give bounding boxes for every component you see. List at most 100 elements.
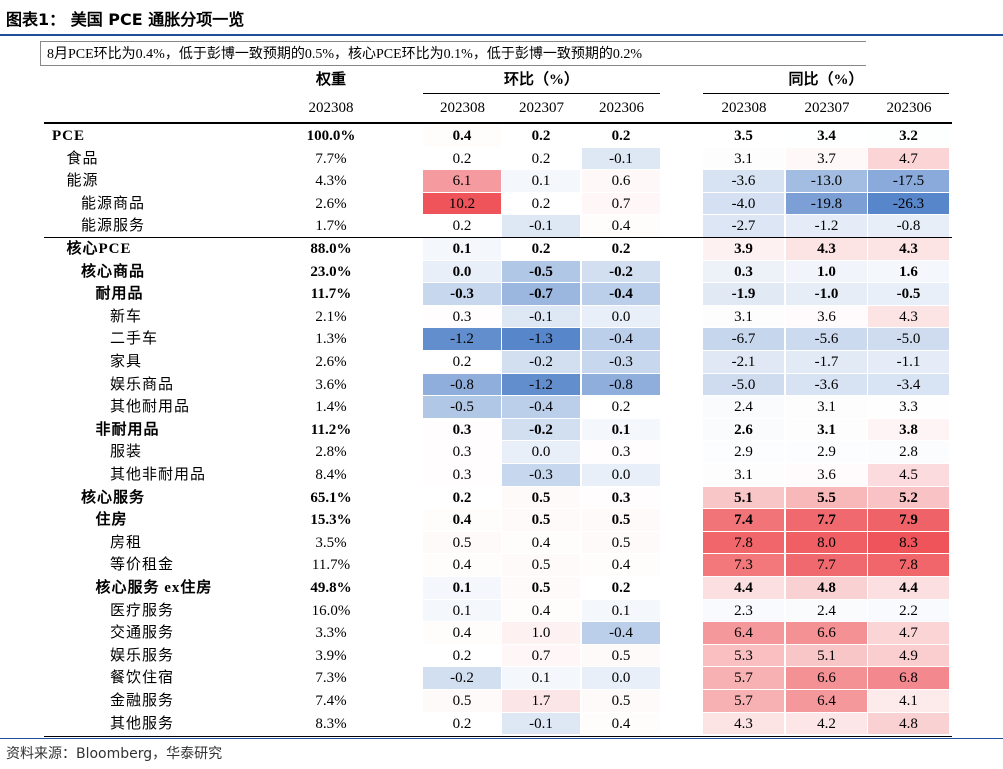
mom-cell: 0.2 bbox=[582, 125, 660, 147]
yoy-cell: -3.6 bbox=[786, 373, 867, 396]
weight-cell: 3.5% bbox=[315, 534, 347, 551]
mom-cell: 0.2 bbox=[502, 147, 580, 170]
yoy-cell: 3.6 bbox=[786, 305, 867, 328]
row-label: 新车 bbox=[110, 308, 143, 325]
yoy-cell: 3.1 bbox=[786, 396, 867, 418]
mom-cell: -0.2 bbox=[502, 351, 580, 373]
yoy-cell: 4.7 bbox=[868, 147, 949, 170]
mom-cell: 0.2 bbox=[502, 125, 580, 147]
mom-cell: 0.7 bbox=[582, 192, 660, 215]
mom-cell: -0.1 bbox=[502, 215, 580, 237]
yoy-cell: 4.4 bbox=[868, 577, 949, 599]
column-date: 202308 bbox=[721, 100, 767, 116]
mom-cell: 0.2 bbox=[423, 486, 501, 509]
header-rule bbox=[423, 93, 660, 94]
mom-cell: 0.5 bbox=[582, 644, 660, 667]
yoy-cell: 8.0 bbox=[786, 531, 867, 554]
mom-cell: 0.4 bbox=[582, 554, 660, 576]
yoy-cell: 6.6 bbox=[786, 622, 867, 644]
mom-cell: 0.3 bbox=[582, 486, 660, 509]
row-label: 娱乐服务 bbox=[110, 647, 175, 664]
yoy-cell: -1.0 bbox=[786, 283, 867, 305]
weight-cell: 1.3% bbox=[315, 331, 347, 348]
yoy-cell: -0.5 bbox=[868, 283, 949, 305]
table-rule bbox=[44, 122, 952, 124]
yoy-cell: 3.6 bbox=[786, 464, 867, 486]
mom-cell: 10.2 bbox=[423, 192, 501, 215]
weight-cell: 11.2% bbox=[310, 421, 352, 438]
yoy-cell: 6.8 bbox=[868, 667, 949, 689]
yoy-cell: 5.1 bbox=[786, 644, 867, 667]
yoy-cell: -17.5 bbox=[868, 170, 949, 192]
row-label: 其他非耐用品 bbox=[110, 467, 207, 483]
mom-cell: 0.2 bbox=[423, 351, 501, 373]
mom-cell: 0.6 bbox=[582, 170, 660, 192]
column-date: 202306 bbox=[599, 100, 644, 116]
mom-cell: 0.0 bbox=[582, 667, 660, 689]
row-label: 金融服务 bbox=[110, 693, 175, 709]
weight-cell: 4.3% bbox=[315, 173, 347, 190]
mom-cell: -0.2 bbox=[423, 667, 501, 689]
weight-cell: 16.0% bbox=[311, 602, 351, 619]
row-label: 娱乐商品 bbox=[110, 376, 175, 393]
yoy-cell: 4.3 bbox=[868, 238, 949, 260]
weight-cell: 1.7% bbox=[315, 218, 347, 235]
note: 8月PCE环比为0.4%，低于彭博一致预期的0.5%，核心PCE环比为0.1%，… bbox=[40, 41, 866, 66]
mom-cell: -0.1 bbox=[502, 305, 580, 328]
mom-cell: -1.3 bbox=[502, 328, 580, 350]
row-label: 房租 bbox=[110, 534, 143, 551]
weight-cell: 49.8% bbox=[310, 580, 352, 596]
mom-cell: 0.5 bbox=[502, 486, 580, 509]
mom-cell: 0.3 bbox=[423, 418, 501, 441]
row-label: 耐用品 bbox=[95, 286, 144, 303]
header-rule bbox=[703, 93, 949, 94]
mom-cell: 0.1 bbox=[502, 170, 580, 192]
yoy-cell: 2.2 bbox=[868, 599, 949, 622]
mom-cell: 1.0 bbox=[502, 622, 580, 644]
mom-cell: 0.4 bbox=[423, 622, 501, 644]
yoy-cell: -5.0 bbox=[868, 328, 949, 350]
yoy-cell: 3.9 bbox=[703, 238, 784, 260]
mom-cell: -1.2 bbox=[502, 373, 580, 396]
yoy-cell: -5.6 bbox=[786, 328, 867, 350]
yoy-cell: 4.3 bbox=[868, 305, 949, 328]
weight-cell: 3.9% bbox=[315, 647, 347, 664]
yoy-cell: 7.8 bbox=[703, 531, 784, 554]
mom-cell: -0.2 bbox=[582, 260, 660, 283]
mom-cell: 0.7 bbox=[502, 644, 580, 667]
mom-cell: -0.4 bbox=[582, 283, 660, 305]
mom-cell: 0.5 bbox=[502, 509, 580, 531]
row-label: 核心服务 bbox=[81, 489, 146, 506]
weight-cell: 2.8% bbox=[315, 444, 347, 461]
mom-cell: 0.1 bbox=[423, 577, 501, 599]
yoy-cell: 3.1 bbox=[703, 464, 784, 486]
mom-cell: 0.2 bbox=[423, 712, 501, 735]
mom-cell: 0.4 bbox=[423, 125, 501, 147]
yoy-cell: 4.8 bbox=[868, 712, 949, 735]
mom-cell: -0.8 bbox=[423, 373, 501, 396]
weight-cell: 11.7% bbox=[311, 557, 351, 574]
yoy-cell: 4.5 bbox=[868, 464, 949, 486]
title-rule bbox=[0, 34, 1003, 36]
mom-cell: 0.1 bbox=[423, 599, 501, 622]
weight-cell: 23.0% bbox=[310, 263, 352, 280]
yoy-cell: 4.1 bbox=[868, 690, 949, 712]
row-label: 能源 bbox=[66, 173, 99, 190]
yoy-cell: 4.2 bbox=[786, 712, 867, 735]
mom-cell: 0.2 bbox=[423, 147, 501, 170]
mom-cell: -0.2 bbox=[502, 418, 580, 441]
yoy-cell: -19.8 bbox=[786, 192, 867, 215]
yoy-cell: 2.8 bbox=[868, 441, 949, 463]
yoy-cell: 1.0 bbox=[786, 260, 867, 283]
yoy-cell: 4.3 bbox=[703, 712, 784, 735]
yoy-cell: 3.4 bbox=[786, 125, 867, 147]
yoy-cell: -1.1 bbox=[868, 351, 949, 373]
yoy-cell: 7.9 bbox=[868, 509, 949, 531]
weight-cell: 2.6% bbox=[315, 354, 347, 370]
yoy-cell: 3.1 bbox=[786, 418, 867, 441]
column-header: 权重 bbox=[315, 72, 346, 88]
yoy-cell: 5.1 bbox=[703, 486, 784, 509]
yoy-cell: 3.8 bbox=[868, 418, 949, 441]
mom-cell: -0.4 bbox=[502, 396, 580, 418]
